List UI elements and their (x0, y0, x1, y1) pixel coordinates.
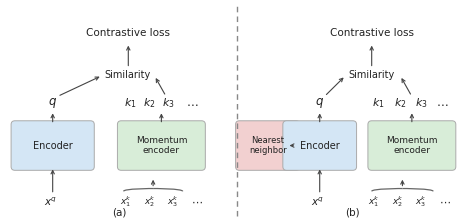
Text: $k_3$: $k_3$ (415, 97, 428, 110)
FancyBboxPatch shape (118, 121, 205, 170)
Text: Contrastive loss: Contrastive loss (86, 29, 170, 38)
FancyBboxPatch shape (236, 121, 300, 170)
Text: (b): (b) (346, 208, 360, 218)
Text: Encoder: Encoder (33, 141, 73, 151)
Text: $\cdots$: $\cdots$ (439, 197, 451, 207)
Text: $x_3^k$: $x_3^k$ (415, 194, 427, 209)
Text: $x_1^k$: $x_1^k$ (368, 194, 380, 209)
Text: (a): (a) (112, 208, 126, 218)
Text: $q$: $q$ (315, 97, 324, 110)
Text: $k_1$: $k_1$ (124, 97, 137, 110)
Text: $\cdots$: $\cdots$ (437, 97, 449, 110)
FancyBboxPatch shape (368, 121, 456, 170)
Text: Momentum
encoder: Momentum encoder (136, 136, 187, 155)
Text: $x_3^k$: $x_3^k$ (167, 194, 179, 209)
Text: Similarity: Similarity (105, 70, 151, 80)
FancyBboxPatch shape (283, 121, 356, 170)
Text: $x_2^k$: $x_2^k$ (144, 194, 155, 209)
Text: Nearest
neighbor: Nearest neighbor (249, 136, 287, 155)
Text: $x^q$: $x^q$ (44, 195, 57, 208)
FancyBboxPatch shape (11, 121, 94, 170)
Text: $k_1$: $k_1$ (373, 97, 385, 110)
Text: $k_3$: $k_3$ (162, 97, 175, 110)
Text: $\cdots$: $\cdots$ (186, 97, 198, 110)
Text: Encoder: Encoder (300, 141, 339, 151)
Text: $q$: $q$ (48, 97, 57, 110)
Text: $x_2^k$: $x_2^k$ (392, 194, 404, 209)
Text: $k_2$: $k_2$ (394, 97, 406, 110)
Text: $\cdots$: $\cdots$ (191, 197, 203, 207)
Text: $x_1^k$: $x_1^k$ (120, 194, 132, 209)
Text: $k_2$: $k_2$ (143, 97, 156, 110)
Text: Contrastive loss: Contrastive loss (330, 29, 414, 38)
Text: $x^q$: $x^q$ (311, 195, 324, 208)
Text: Similarity: Similarity (348, 70, 394, 80)
Text: Momentum
encoder: Momentum encoder (386, 136, 438, 155)
